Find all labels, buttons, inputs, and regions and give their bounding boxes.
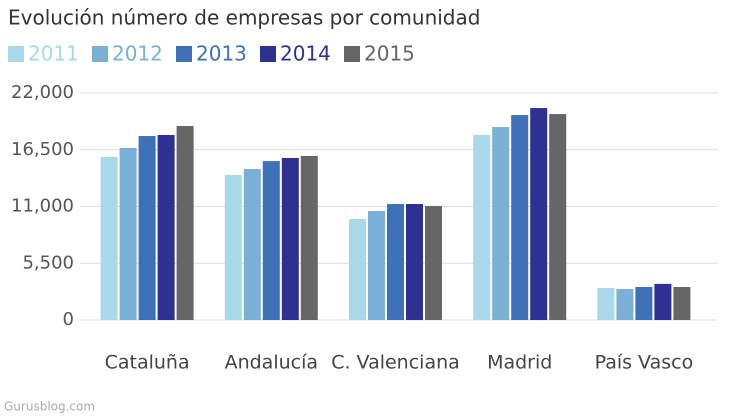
x-tick-label: País Vasco (595, 352, 694, 374)
legend-swatch (176, 46, 192, 62)
bar (119, 147, 137, 320)
bar (387, 204, 404, 320)
bar (349, 218, 366, 320)
bar (425, 205, 442, 320)
bar (138, 136, 156, 320)
legend-label: 2012 (112, 42, 163, 66)
bar (473, 134, 491, 320)
bar (530, 108, 548, 320)
bar (549, 114, 567, 320)
bar (176, 126, 194, 320)
bar (243, 169, 261, 320)
legend-swatch (344, 46, 360, 62)
bar (157, 134, 175, 320)
legend-swatch (260, 46, 276, 62)
bar (368, 211, 385, 320)
bar (635, 286, 653, 320)
bar (224, 175, 242, 320)
legend-swatch (92, 46, 108, 62)
legend-label: 2015 (364, 42, 415, 66)
legend-swatch (8, 46, 24, 62)
source: Gurusblog.com (4, 400, 95, 414)
x-tick-label: Madrid (487, 352, 552, 374)
legend-label: 2014 (280, 42, 331, 66)
bar (673, 286, 691, 320)
x-tick-label: Andalucía (225, 352, 318, 374)
y-tick-label: 22,000 (11, 82, 74, 103)
bar (597, 288, 615, 320)
y-tick-label: 16,500 (11, 139, 74, 160)
y-tick-label: 5,500 (22, 252, 74, 273)
bar (616, 289, 634, 320)
legend-label: 2011 (28, 42, 79, 66)
y-tick-label: 0 (63, 309, 74, 330)
bar (262, 161, 280, 320)
bar (406, 204, 423, 320)
x-tick-label: Cataluña (105, 352, 190, 374)
bar (100, 156, 118, 320)
bar (300, 155, 318, 320)
bar (654, 283, 672, 320)
bar (492, 127, 510, 320)
y-tick-label: 11,000 (11, 196, 74, 217)
bar (511, 115, 529, 321)
legend-label: 2013 (196, 42, 247, 66)
chart-title: Evolución número de empresas por comunid… (8, 6, 480, 30)
bar (281, 158, 299, 320)
x-tick-label: C. Valenciana (331, 352, 460, 374)
